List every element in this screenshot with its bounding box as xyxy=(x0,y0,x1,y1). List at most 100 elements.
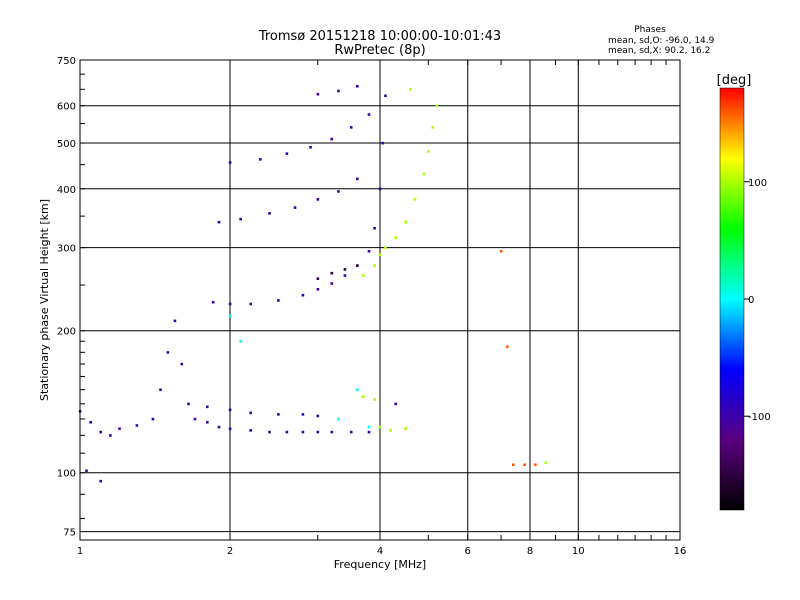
phase-heading: Phases xyxy=(634,25,666,35)
data-point xyxy=(378,425,382,429)
y-tick-label: 750 xyxy=(57,56,76,67)
data-point xyxy=(373,226,376,230)
data-point xyxy=(409,88,412,91)
data-point xyxy=(361,395,365,399)
data-point xyxy=(211,300,215,304)
data-point xyxy=(205,405,209,409)
data-point xyxy=(109,434,112,437)
data-point xyxy=(285,430,289,434)
data-point xyxy=(511,463,515,467)
data-point xyxy=(316,198,320,201)
data-point xyxy=(135,424,139,427)
data-point xyxy=(381,141,385,145)
data-point xyxy=(99,430,103,434)
data-point xyxy=(316,92,320,96)
chart-subtitle: RwPretec (8p) xyxy=(334,43,425,58)
data-point xyxy=(228,314,232,318)
y-tick-label: 600 xyxy=(57,102,76,113)
data-point xyxy=(499,249,503,253)
phase-mean-x: mean, sd,X: 90.2, 16.2 xyxy=(608,46,710,56)
data-point xyxy=(355,177,359,181)
data-point xyxy=(435,104,439,108)
data-point xyxy=(355,388,359,392)
data-point xyxy=(99,479,103,483)
data-point xyxy=(505,345,509,349)
colorbar-ticks: 100 0 -100 xyxy=(744,178,771,423)
y-axis-label: Stationary phase Virtual Height [km] xyxy=(38,199,51,401)
data-point xyxy=(205,420,209,424)
x-tick-label: 6 xyxy=(465,546,471,557)
data-point xyxy=(301,430,305,434)
x-tick-label: 1 xyxy=(77,546,83,557)
grid-lines xyxy=(80,60,680,540)
data-point xyxy=(367,425,371,429)
data-point xyxy=(259,158,262,161)
data-point xyxy=(316,430,320,434)
data-point xyxy=(301,293,305,297)
x-tick-label: 8 xyxy=(527,546,533,557)
data-point xyxy=(343,268,347,271)
data-point xyxy=(228,408,232,412)
y-tick-label: 500 xyxy=(57,139,76,150)
data-point xyxy=(422,172,426,176)
data-point xyxy=(193,417,197,421)
phase-mean-o: mean, sd,O: -96.0, 14.9 xyxy=(608,36,715,46)
data-point xyxy=(301,413,305,416)
data-point xyxy=(85,469,88,473)
data-point xyxy=(361,274,365,277)
data-point xyxy=(228,302,232,306)
data-point xyxy=(378,187,382,191)
data-point xyxy=(534,463,537,467)
data-point xyxy=(173,319,177,323)
data-point xyxy=(337,417,340,421)
colorbar xyxy=(719,87,745,511)
data-point xyxy=(330,271,334,275)
data-point xyxy=(373,398,376,401)
data-point xyxy=(228,427,232,431)
data-point xyxy=(316,287,320,291)
data-point xyxy=(355,84,359,88)
data-point xyxy=(249,429,253,432)
data-point xyxy=(118,427,121,431)
data-point xyxy=(337,190,340,193)
colorbar-label: [deg] xyxy=(717,73,752,88)
data-point xyxy=(187,402,190,406)
data-point xyxy=(239,340,242,343)
data-point xyxy=(166,351,170,354)
data-point xyxy=(228,161,232,164)
data-point xyxy=(316,414,320,418)
data-point xyxy=(404,220,407,224)
data-point xyxy=(330,430,334,434)
data-point xyxy=(404,427,407,431)
data-point xyxy=(337,89,340,93)
data-point xyxy=(249,302,253,306)
colorbar-tick-label: 0 xyxy=(748,295,754,306)
colorbar-tick-label: 100 xyxy=(748,178,767,189)
data-point xyxy=(277,413,280,416)
y-axis-ticks: 75 100 200 300 400 500 600 750 xyxy=(57,56,85,539)
y-tick-label: 75 xyxy=(63,528,76,539)
data-point xyxy=(239,217,242,221)
x-tick-label: 16 xyxy=(674,546,687,557)
data-point xyxy=(367,430,371,434)
data-point xyxy=(523,463,526,467)
x-tick-label: 4 xyxy=(377,546,383,557)
y-tick-label: 400 xyxy=(57,185,76,196)
x-axis-ticks: 1 2 4 6 8 10 16 xyxy=(77,60,687,557)
data-point xyxy=(413,198,417,201)
data-point xyxy=(217,425,221,429)
data-point xyxy=(427,150,430,153)
x-tick-label: 10 xyxy=(572,546,585,557)
data-point xyxy=(293,206,297,209)
data-point xyxy=(277,299,280,302)
data-point xyxy=(389,429,392,432)
colorbar-tick-label: -100 xyxy=(748,412,771,423)
data-point xyxy=(217,220,221,224)
y-tick-label: 300 xyxy=(57,244,76,255)
data-point xyxy=(394,402,398,406)
data-point xyxy=(544,461,548,465)
data-point xyxy=(330,282,334,285)
data-point xyxy=(159,388,162,392)
data-point xyxy=(384,246,387,250)
